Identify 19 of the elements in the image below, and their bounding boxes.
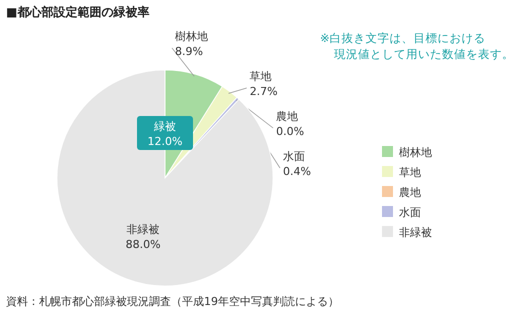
legend-label: 草地 — [399, 166, 421, 179]
legend-label: 農地 — [399, 186, 421, 199]
slice-label: 非緑被 — [126, 223, 160, 236]
legend-label: 非緑被 — [399, 226, 432, 239]
data-label: 8.9% — [175, 45, 203, 58]
chart-title: ■都心部設定範囲の緑被率 — [6, 5, 150, 19]
text: 緑被 12.0% — [148, 120, 182, 148]
legend-label: 樹林地 — [399, 146, 432, 159]
data-label: 2.7% — [250, 85, 278, 98]
text: 0.0% — [276, 125, 304, 138]
data-label: 0.4% — [282, 165, 311, 178]
text: ※白抜き文字は、目標における現況値として用いた数値を表す。 — [320, 31, 514, 61]
data-label: 88.0% — [126, 238, 161, 252]
category-label: 農地 — [276, 110, 298, 123]
legend-label: 水面 — [399, 206, 421, 219]
slice-label: 草地 — [250, 70, 272, 83]
slice-label: 樹林地 — [175, 30, 208, 43]
slice-label: 水面 — [282, 150, 305, 163]
text: 資料：札幌市都心部緑被現況調査（平成19年空中写真判読による） — [6, 295, 339, 308]
